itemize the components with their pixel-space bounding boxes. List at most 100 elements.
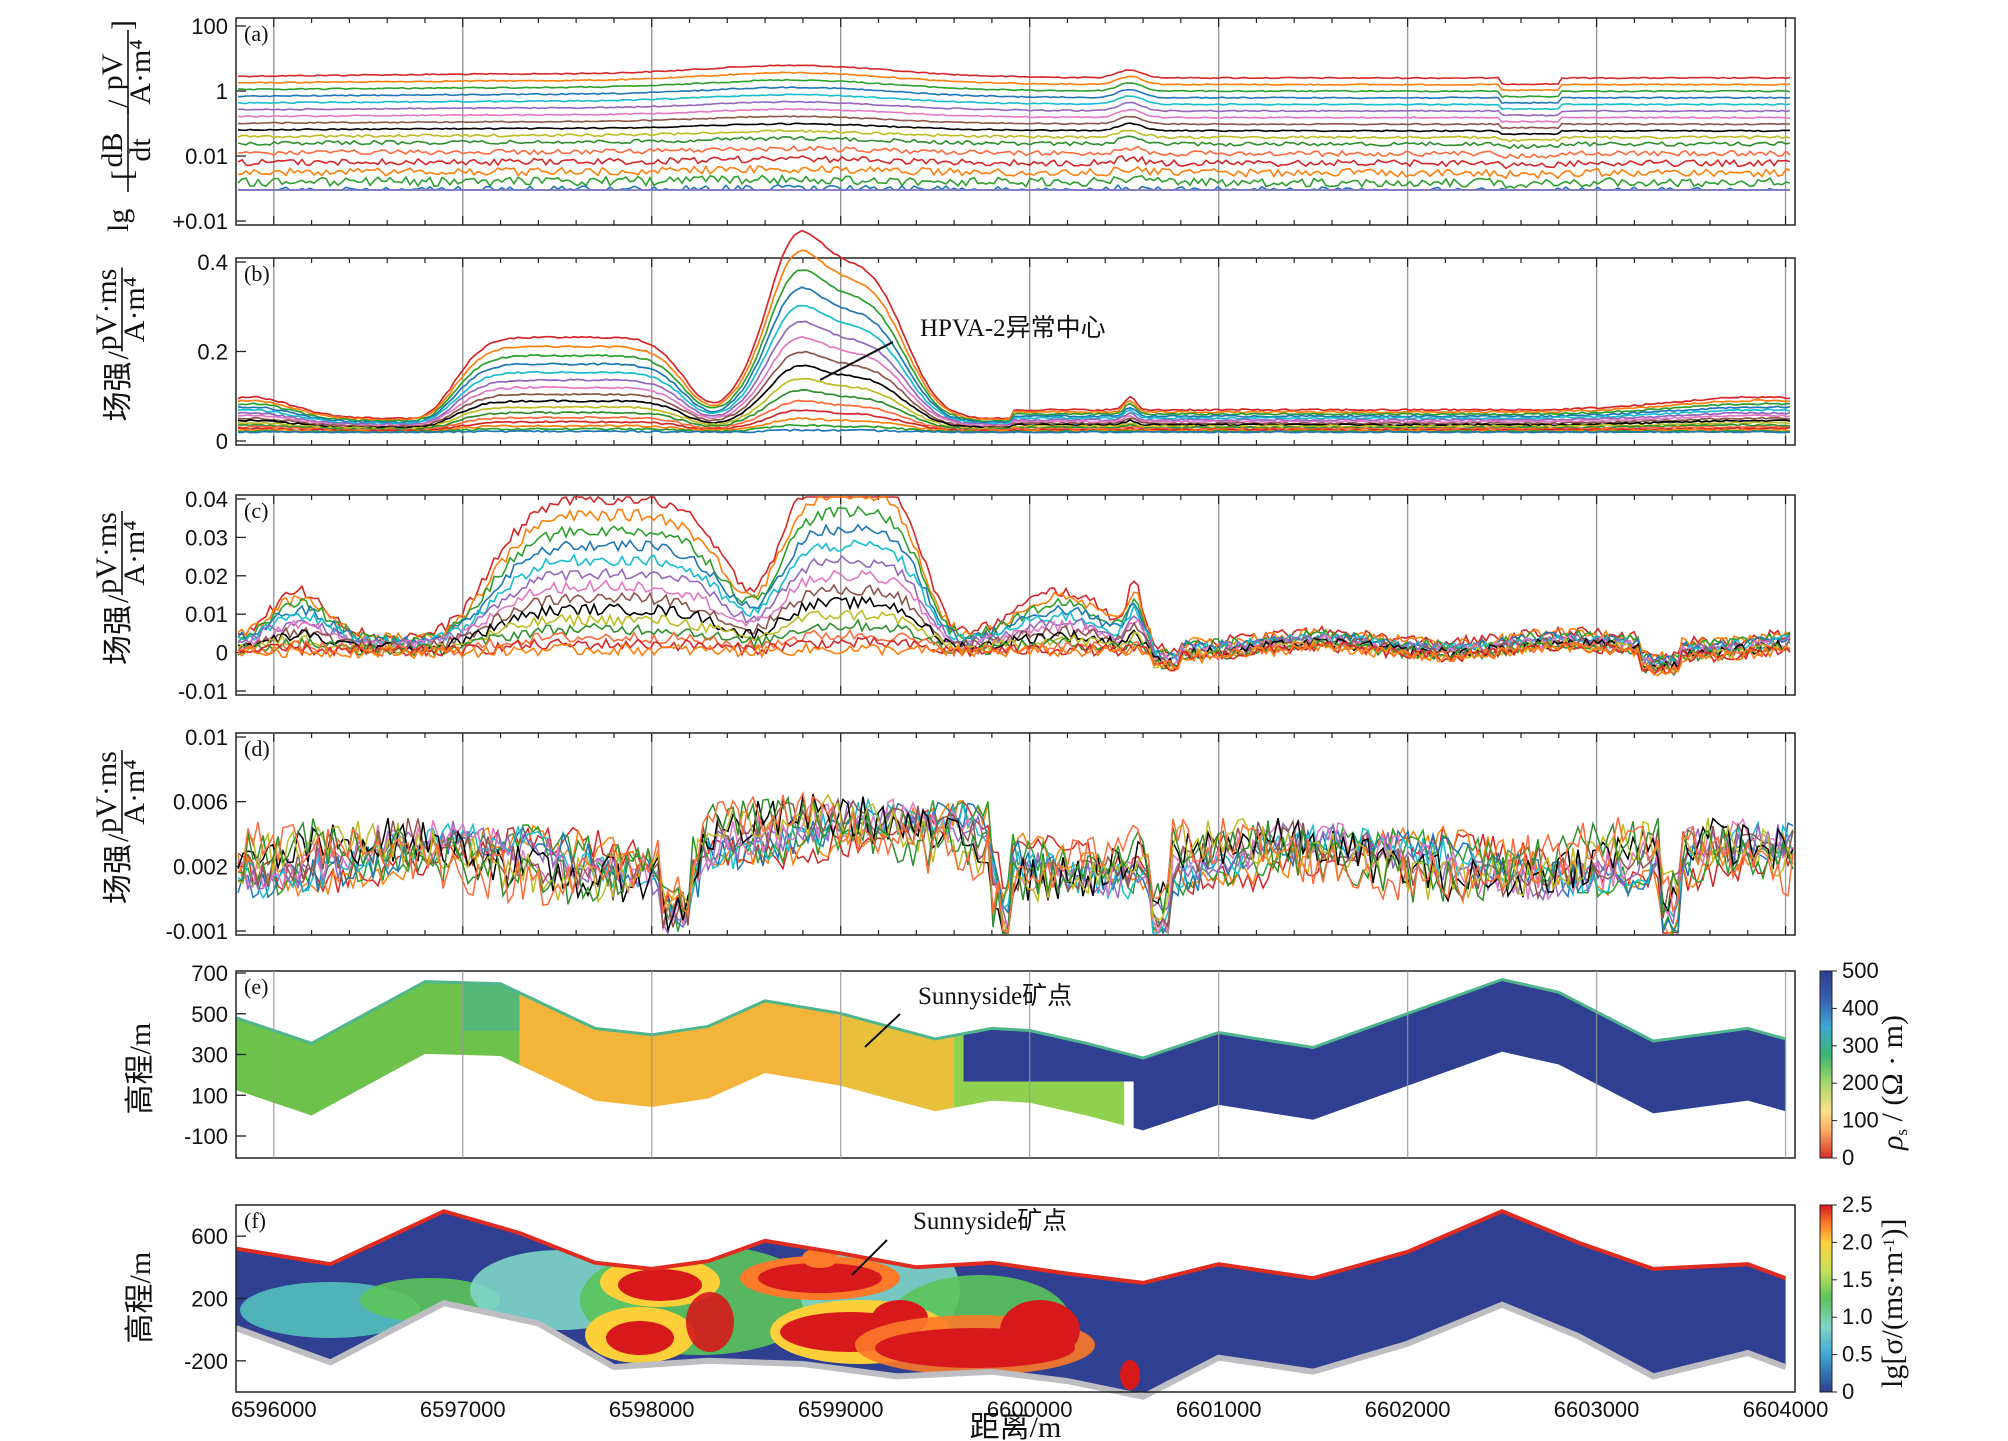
- y-tick-label: 0.01: [185, 725, 228, 750]
- panel-f: (f) 600 200 -200 高程/m Sunnyside矿点 2.5 2.0 1.5 1.0…: [124, 1192, 1909, 1404]
- y-tick-label: 0.02: [185, 564, 228, 589]
- x-tick-label: 6600000: [987, 1397, 1073, 1422]
- x-tick-label: 6599000: [798, 1397, 884, 1422]
- y-tick-label: -200: [184, 1349, 228, 1374]
- series-line: [237, 173, 1791, 190]
- series-line: [237, 122, 1791, 136]
- series-line: [237, 496, 1791, 665]
- colorbar: [1819, 970, 1833, 1159]
- colorbar-tick-label: 400: [1842, 995, 1879, 1020]
- conductivity-anomaly: [686, 1292, 734, 1352]
- y-axis-label: 场强 /pV·msA·m⁴: [90, 511, 151, 665]
- series-line: [237, 796, 1794, 936]
- panel-label: (d): [244, 736, 270, 761]
- y-tick-label: 1: [216, 79, 228, 104]
- y-axis-label-prefix: lg: [102, 209, 135, 232]
- series-line: [238, 164, 1791, 180]
- colorbar-label-pre: lg[σ/(ms·m: [1876, 1252, 1909, 1388]
- series-line: [237, 364, 1791, 430]
- annotation-label: Sunnyside矿点: [913, 1207, 1067, 1235]
- panel-e: (e) 700 500 300 100 -100 高程/m Sunnyside矿点 500 400…: [124, 958, 1911, 1170]
- fraction-denominator: A·m⁴: [118, 759, 151, 824]
- colorbar-tick-label: 100: [1842, 1108, 1879, 1133]
- series-line: [238, 795, 1794, 934]
- y-tick-label: 0.04: [185, 487, 228, 512]
- panel-label: (f): [244, 1208, 266, 1233]
- series-line: [237, 145, 1791, 160]
- panel-b: (b) 0.4 0.2 0 场强 /pV·msA·m⁴ HPVA-2异常中心: [90, 229, 1796, 454]
- series-line: [237, 229, 1791, 420]
- y-axis-label-slash: /: [102, 594, 135, 603]
- conductivity-anomaly: [1000, 1300, 1080, 1360]
- series-line: [237, 249, 1791, 422]
- series-line: [237, 350, 1790, 429]
- conductivity-anomaly: [758, 1263, 882, 1293]
- series-line: [238, 86, 1791, 105]
- fraction-numerator: pV·ms: [90, 512, 123, 594]
- annotation-label: Sunnyside矿点: [918, 982, 1072, 1010]
- panel-c: (c) 0.04 0.03 0.02 0.01 0 -0.01 场强 /pV·msA·m⁴: [90, 487, 1796, 704]
- colorbar: [1819, 1204, 1833, 1393]
- fraction: pVA·m⁴: [96, 30, 157, 114]
- depth-boundary: [234, 1300, 1787, 1400]
- y-tick-label: -100: [184, 1124, 228, 1149]
- series-line: [237, 399, 1791, 432]
- y-axis-label-prefix: 场强: [102, 605, 135, 665]
- series-line: [237, 423, 1791, 434]
- conductivity-anomaly: [618, 1269, 702, 1301]
- plot-frame: [235, 732, 1796, 936]
- y-tick-label: 0.4: [197, 250, 228, 275]
- series-line: [237, 93, 1791, 111]
- series-line: [237, 286, 1791, 424]
- series-line: [237, 641, 1791, 677]
- conductivity-section: [236, 1211, 1786, 1392]
- annotation-leader: [851, 1239, 888, 1276]
- fraction-numerator: dB: [96, 132, 129, 167]
- colorbar-tick-label: 1.0: [1842, 1304, 1873, 1329]
- colorbar-label-sup: -1: [1881, 1239, 1898, 1252]
- panel-label: (c): [244, 498, 268, 523]
- y-tick-label: 200: [191, 1287, 228, 1312]
- colorbar-label: lg[σ/(ms·m-1)]: [1876, 1219, 1909, 1388]
- y-axis-label: 高程/m: [124, 1023, 157, 1115]
- y-tick-label: -0.01: [178, 679, 228, 704]
- plot-frame: [235, 970, 1796, 1159]
- y-axis-label: 场强 /pV·msA·m⁴: [90, 750, 151, 904]
- y-tick-label: 500: [191, 1002, 228, 1027]
- series-line: [237, 129, 1791, 143]
- panel-label: (a): [244, 21, 268, 46]
- y-tick-label: +0.01: [172, 209, 228, 234]
- y-tick-label: 100: [191, 14, 228, 39]
- x-tick-label: 6601000: [1176, 1397, 1262, 1422]
- colorbar-label-post: )]: [1876, 1219, 1909, 1239]
- colorbar-tick-label: 0: [1842, 1145, 1854, 1170]
- series-line: [237, 135, 1791, 150]
- y-axis-label-slash: /: [102, 351, 135, 360]
- fraction-numerator: pV·ms: [90, 751, 123, 833]
- y-axis-label-bracket: ]: [106, 20, 139, 30]
- y-tick-label: 0: [216, 641, 228, 666]
- x-tick-label: 6604000: [1743, 1397, 1829, 1422]
- fraction-denominator: A·m⁴: [118, 277, 151, 342]
- colorbar-tick-label: 2.0: [1842, 1229, 1873, 1254]
- series-line: [237, 505, 1791, 666]
- series-line: [237, 791, 1794, 935]
- y-tick-label: 0.01: [185, 602, 228, 627]
- fraction-numerator: pV: [96, 53, 129, 90]
- x-tick-label: 6598000: [609, 1397, 695, 1422]
- colorbar-tick-label: 200: [1842, 1070, 1879, 1095]
- y-tick-label: 0.03: [185, 525, 228, 550]
- fraction-denominator: A·m⁴: [118, 520, 151, 585]
- x-tick-label: 6602000: [1365, 1397, 1451, 1422]
- y-tick-label: -0.001: [166, 919, 228, 944]
- x-tick-label: 6597000: [420, 1397, 506, 1422]
- colorbar-tick-label: 0.5: [1842, 1342, 1873, 1367]
- series-lines: [237, 229, 1791, 434]
- y-tick-label: 300: [191, 1043, 228, 1068]
- series-line: [237, 107, 1791, 124]
- y-axis-label-prefix: 场强: [102, 844, 135, 904]
- series-line: [238, 78, 1791, 98]
- fraction-denominator: A·m⁴: [124, 39, 157, 104]
- x-tick-label: 6596000: [231, 1397, 317, 1422]
